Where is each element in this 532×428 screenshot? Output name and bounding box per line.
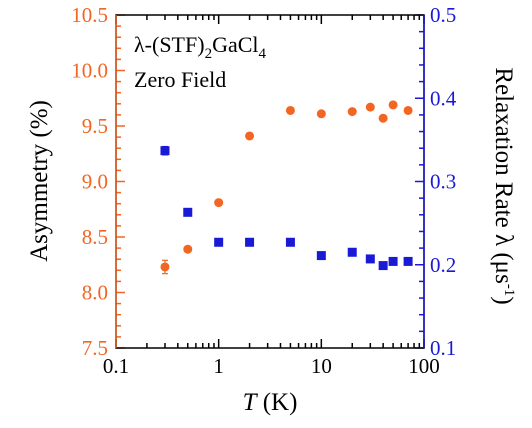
right-tick-label: 0.3 (430, 170, 456, 194)
left-tick-label: 8.5 (82, 225, 108, 249)
relaxation-rate-point (378, 261, 388, 271)
right-axis-title: Relaxation Rate λ (μs-1) (490, 67, 517, 304)
right-axis-title-main: Relaxation Rate λ (μs (490, 67, 517, 283)
axis-ticks (115, 14, 425, 349)
right-axis-title-superscript: -1 (501, 284, 517, 297)
right-axis-title-close: ) (490, 296, 517, 304)
relaxation-rate-point (285, 237, 295, 247)
asymmetry-point (183, 244, 193, 254)
left-tick-label: 9.5 (82, 114, 108, 138)
left-tick-label: 10.0 (71, 59, 108, 83)
relaxation-rate-point (365, 254, 375, 264)
left-tick-label: 8.0 (82, 281, 108, 305)
compound-formula-main: λ-(STF) (134, 32, 205, 57)
right-tick-label: 0.2 (430, 253, 456, 277)
condition-annotation: Zero Field (134, 67, 226, 92)
relaxation-rate-point (245, 237, 255, 247)
asymmetry-point (160, 262, 170, 272)
asymmetry-point (365, 102, 375, 112)
asymmetry-point (388, 100, 398, 110)
left-tick-label: 7.5 (82, 336, 108, 360)
asymmetry-point (378, 113, 388, 123)
asymmetry-point (214, 198, 224, 208)
asymmetry-point (285, 105, 295, 115)
left-axis-title: Asymmetry (%) (26, 100, 53, 262)
relaxation-rate-point (160, 146, 170, 156)
relaxation-rate-point (214, 237, 224, 247)
left-tick-label: 9.0 (82, 170, 108, 194)
relaxation-rate-point (183, 207, 193, 217)
x-tick-label: 0.1 (103, 354, 129, 378)
tick-labels: 0.1 1 10 100 7.5 8.0 8.5 9.0 9.5 10.0 10.5 0.1 0.2 0.… (71, 3, 457, 378)
right-tick-label: 0.1 (430, 336, 456, 360)
asymmetry-point (347, 107, 357, 117)
relaxation-rate-point (388, 256, 398, 266)
right-tick-label: 0.4 (430, 86, 457, 110)
relaxation-rate-point (316, 251, 326, 261)
asymmetry-point (245, 131, 255, 141)
compound-annotation: λ-(STF)2GaCl4 (134, 32, 267, 62)
compound-formula-subscript-2: 4 (259, 46, 267, 62)
x-axis-unit: (K) (256, 389, 297, 416)
relaxation-rate-point (403, 256, 413, 266)
x-axis-title: T (K) (243, 389, 298, 416)
relaxation-rate-point (347, 247, 357, 257)
data-points (160, 100, 413, 275)
left-tick-label: 10.5 (71, 3, 108, 27)
asymmetry-point (316, 109, 326, 119)
right-tick-label: 0.5 (430, 3, 456, 27)
asymmetry-point (403, 105, 413, 115)
x-tick-label: 100 (408, 354, 440, 378)
x-tick-label: 1 (213, 354, 224, 378)
x-axis-variable: T (243, 389, 259, 416)
x-tick-label: 10 (311, 354, 332, 378)
compound-formula-middle: GaCl (212, 32, 258, 57)
plot-frame (115, 14, 425, 349)
compound-formula-subscript-1: 2 (205, 46, 213, 62)
